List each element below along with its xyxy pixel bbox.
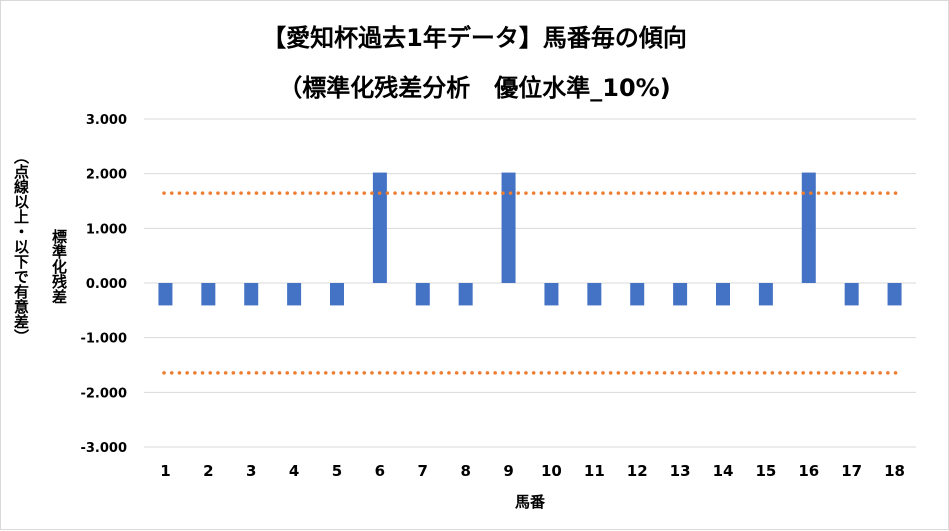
x-tick-label: 15 [755,462,776,480]
x-tick-label: 1 [160,462,170,480]
y-axis-label-note: （点線以上・以下で有意差） [12,149,30,344]
bar [887,283,902,306]
bar [458,283,473,306]
x-axis-label: 馬番 [515,493,546,511]
bar [415,283,430,306]
x-tick-label: 2 [203,462,213,480]
chart-title: 【愛知杯過去1年データ】馬番毎の傾向 [262,24,687,52]
bar [716,283,730,306]
bar [330,283,344,306]
x-tick-label: 10 [541,462,562,480]
x-tick-label: 6 [375,462,385,480]
bar [201,283,216,306]
bar [758,283,773,306]
y-tick-label: 2.000 [86,168,127,183]
x-tick-label: 11 [584,462,605,480]
x-tick-label: 14 [713,462,734,480]
bar [544,283,559,306]
chart-subtitle: （標準化残差分析 優位水準_10%) [278,74,671,102]
x-tick-label: 18 [884,462,905,480]
x-tick-label: 3 [246,462,256,480]
x-tick-label: 4 [289,462,299,480]
bar [287,283,302,306]
y-tick-label: 0.000 [86,277,127,292]
bar [501,172,516,283]
x-tick-label: 7 [418,462,428,480]
y-tick-label: 1.000 [86,222,127,237]
bar [158,283,173,306]
y-tick-label: 3.000 [86,113,127,128]
y-tick-label: -1.000 [80,332,127,347]
x-tick-label: 9 [503,462,513,480]
bar [844,283,859,306]
bar [673,283,688,306]
y-axis-label: 標準化残差 [50,229,68,304]
bar [372,172,387,283]
bar [587,283,602,306]
x-tick-label: 13 [670,462,691,480]
x-tick-label: 16 [798,462,819,480]
x-tick-label: 12 [627,462,648,480]
bar [630,283,645,306]
y-tick-label: -3.000 [80,441,127,456]
x-tick-label: 8 [460,462,470,480]
bar [244,283,259,306]
x-tick-label: 17 [841,462,862,480]
x-tick-label: 5 [332,462,342,480]
bar [801,172,816,283]
y-tick-label: -2.000 [80,386,127,401]
